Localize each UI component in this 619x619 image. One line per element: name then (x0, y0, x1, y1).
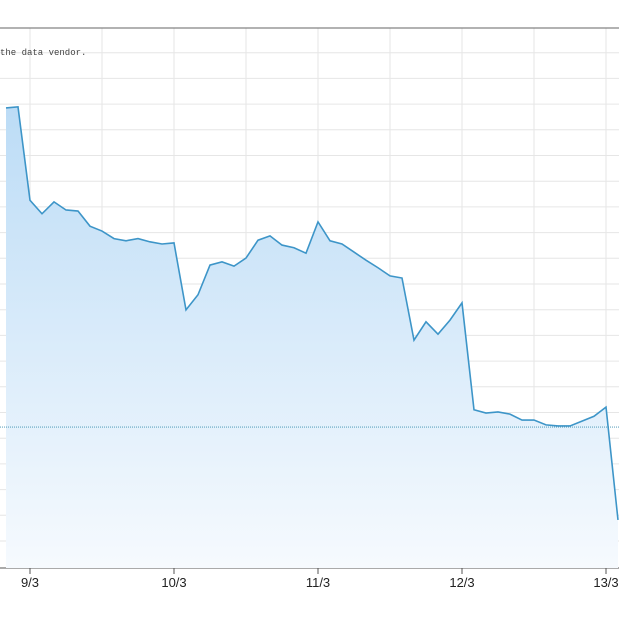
note: the data vendor. (0, 48, 86, 58)
area-fill (6, 106, 618, 568)
line (5, 105, 619, 521)
x-tick-label: 13/3 (593, 575, 618, 590)
x-tick-label: 12/3 (449, 575, 474, 590)
x-tick-label: 10/3 (161, 575, 186, 590)
x-tick-label: 9/3 (21, 575, 39, 590)
x-tick-label: 11/3 (306, 575, 330, 590)
